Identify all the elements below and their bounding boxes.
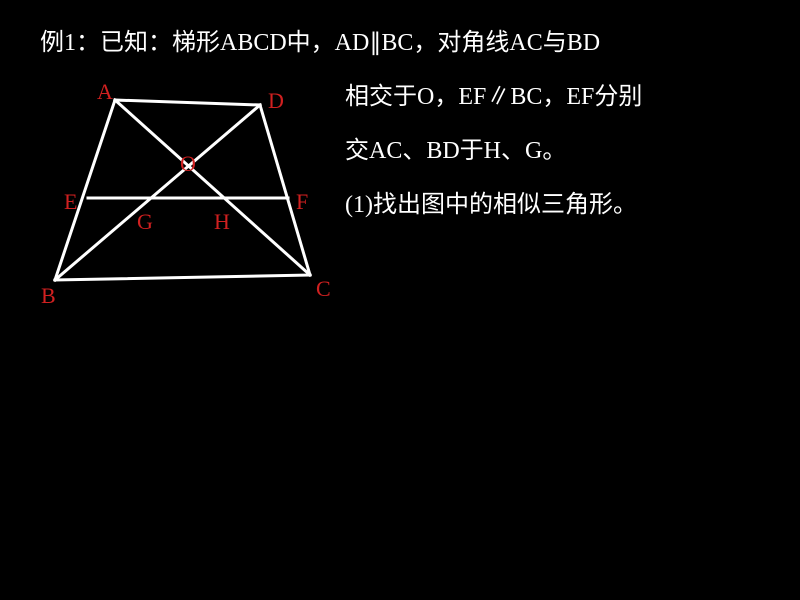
problem-line-4: (1)找出图中的相似三角形。 [345,184,765,227]
vertex-label-G: G [137,209,153,235]
vertex-label-O: O [180,151,196,177]
problem-line-1: 例1：已知：梯形ABCD中，AD∥BC，对角线AC与BD [40,22,760,65]
edge-CB [55,275,310,280]
vertex-label-C: C [316,276,331,302]
trapezoid-diagram: A D B C E F O G H [20,70,340,310]
vertex-label-E: E [64,189,77,215]
vertex-label-B: B [41,283,56,309]
vertex-label-A: A [97,79,113,105]
edge-BD [55,105,260,280]
problem-line-3: 交AC、BD于H、G。 [345,130,765,173]
problem-line-2: 相交于O，EF∥BC，EF分别 [345,76,765,119]
slide: 例1：已知：梯形ABCD中，AD∥BC，对角线AC与BD 相交于O，EF∥BC，… [0,0,800,600]
vertex-label-F: F [296,189,308,215]
edge-AD [115,100,260,105]
vertex-label-D: D [268,88,284,114]
vertex-label-H: H [214,209,230,235]
edge-AC [115,100,310,275]
